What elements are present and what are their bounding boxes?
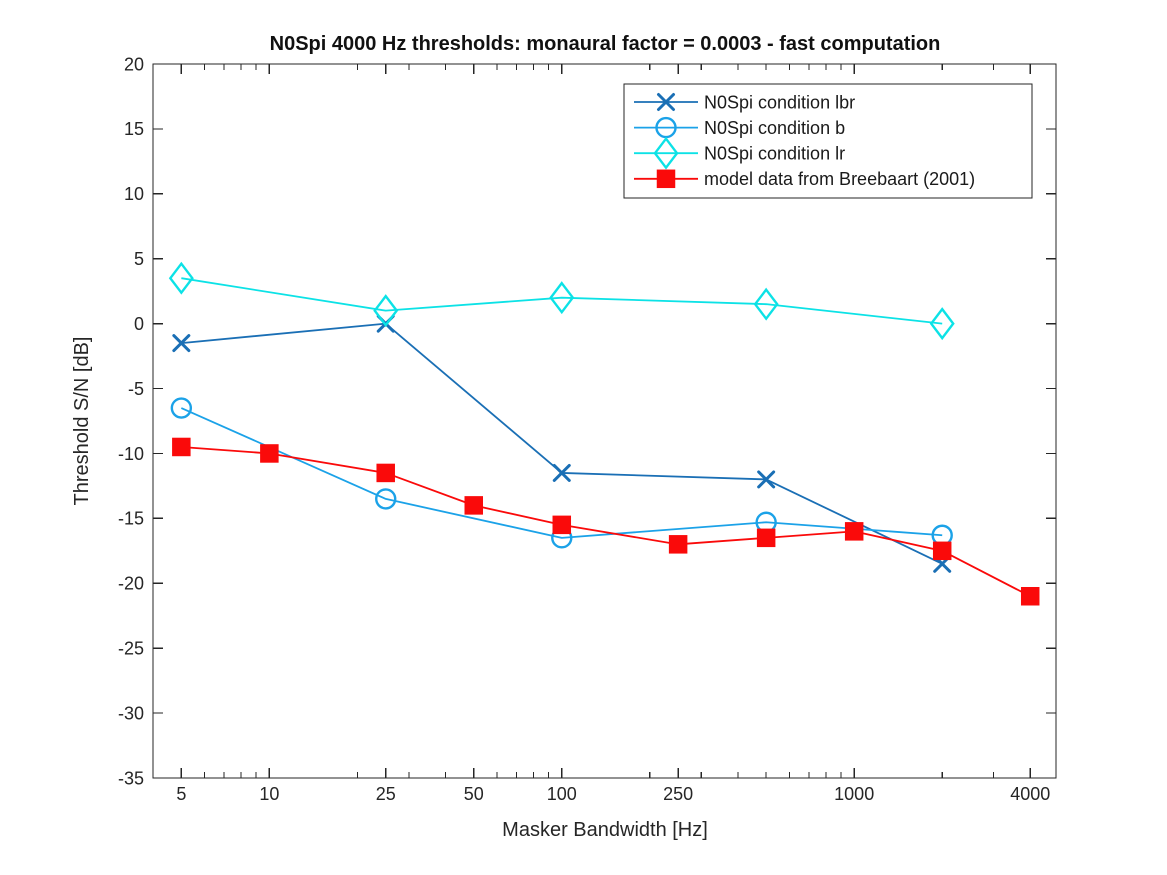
y-tick-label: 15: [124, 119, 144, 139]
legend: N0Spi condition lbr N0Spi condition b N0Sp…: [623, 83, 1033, 199]
y-tick-label: 0: [134, 314, 144, 334]
series-line: [181, 446, 1031, 598]
y-axis-label: Threshold S/N [dB]: [71, 337, 93, 506]
diamond-marker-icon: [549, 281, 575, 315]
square-marker-icon: [260, 444, 279, 463]
square-marker-icon: [932, 541, 952, 561]
y-tick-label: -15: [118, 509, 144, 529]
diamond-marker-icon: [168, 261, 194, 295]
x-marker-icon: [552, 463, 571, 482]
chart-title: N0Spi 4000 Hz thresholds: monaural facto…: [270, 33, 941, 55]
x-marker-icon: [757, 470, 776, 489]
square-marker-icon: [464, 496, 483, 515]
x-marker-icon: [657, 93, 675, 111]
circle-marker-icon: [170, 397, 193, 419]
x-tick-label: 50: [464, 784, 484, 804]
x-tick-label: 5: [176, 784, 186, 804]
series-line: [181, 277, 943, 325]
square-marker-icon: [1020, 587, 1040, 606]
legend-label: N0Spi condition b: [704, 118, 845, 138]
x-tick-label: 4000: [1010, 784, 1050, 804]
legend-label: N0Spi condition lbr: [704, 92, 855, 112]
x-tick-label: 10: [259, 784, 279, 804]
y-tick-label: -5: [128, 379, 144, 399]
circle-marker-icon: [375, 488, 397, 510]
x-tick-label: 1000: [834, 784, 874, 804]
y-tick-label: 10: [124, 184, 144, 204]
y-tick-label: 5: [134, 249, 144, 269]
x-marker-icon: [172, 334, 191, 353]
axes-layer: 5 10 25 50 100 250 1000 400020151050-5-10-15-20…: [118, 54, 1057, 804]
x-tick-label: 25: [376, 784, 396, 804]
y-tick-label: -25: [118, 638, 144, 658]
square-marker-icon: [552, 515, 572, 535]
y-tick-label: -20: [118, 574, 144, 594]
y-tick-label: -30: [118, 703, 144, 723]
legend-box: [623, 83, 1033, 199]
series-2: [168, 261, 955, 341]
diamond-marker-icon: [373, 294, 399, 328]
x-tick-label: 100: [547, 784, 577, 804]
legend-label: N0Spi condition lr: [704, 144, 845, 164]
square-marker-icon: [376, 463, 395, 483]
x-tick-label: 250: [663, 784, 693, 804]
legend-label: model data from Breebaart (2001): [704, 169, 975, 189]
y-tick-label: -10: [118, 444, 144, 464]
series-3: [172, 437, 1040, 606]
square-marker-icon: [172, 437, 191, 457]
diamond-marker-icon: [753, 287, 779, 321]
square-marker-icon: [844, 522, 864, 541]
series-layer: [168, 261, 1040, 606]
x-axis-label: Masker Bandwidth [Hz]: [502, 819, 708, 841]
diamond-marker-icon: [929, 307, 955, 341]
square-marker-icon: [756, 528, 776, 548]
diamond-marker-icon: [653, 136, 679, 170]
y-tick-label: -35: [118, 768, 144, 788]
y-tick-label: 20: [124, 54, 144, 74]
axes-box: [152, 63, 1057, 779]
square-marker-icon: [668, 535, 688, 554]
square-marker-icon: [656, 169, 676, 189]
series-line: [180, 407, 943, 539]
